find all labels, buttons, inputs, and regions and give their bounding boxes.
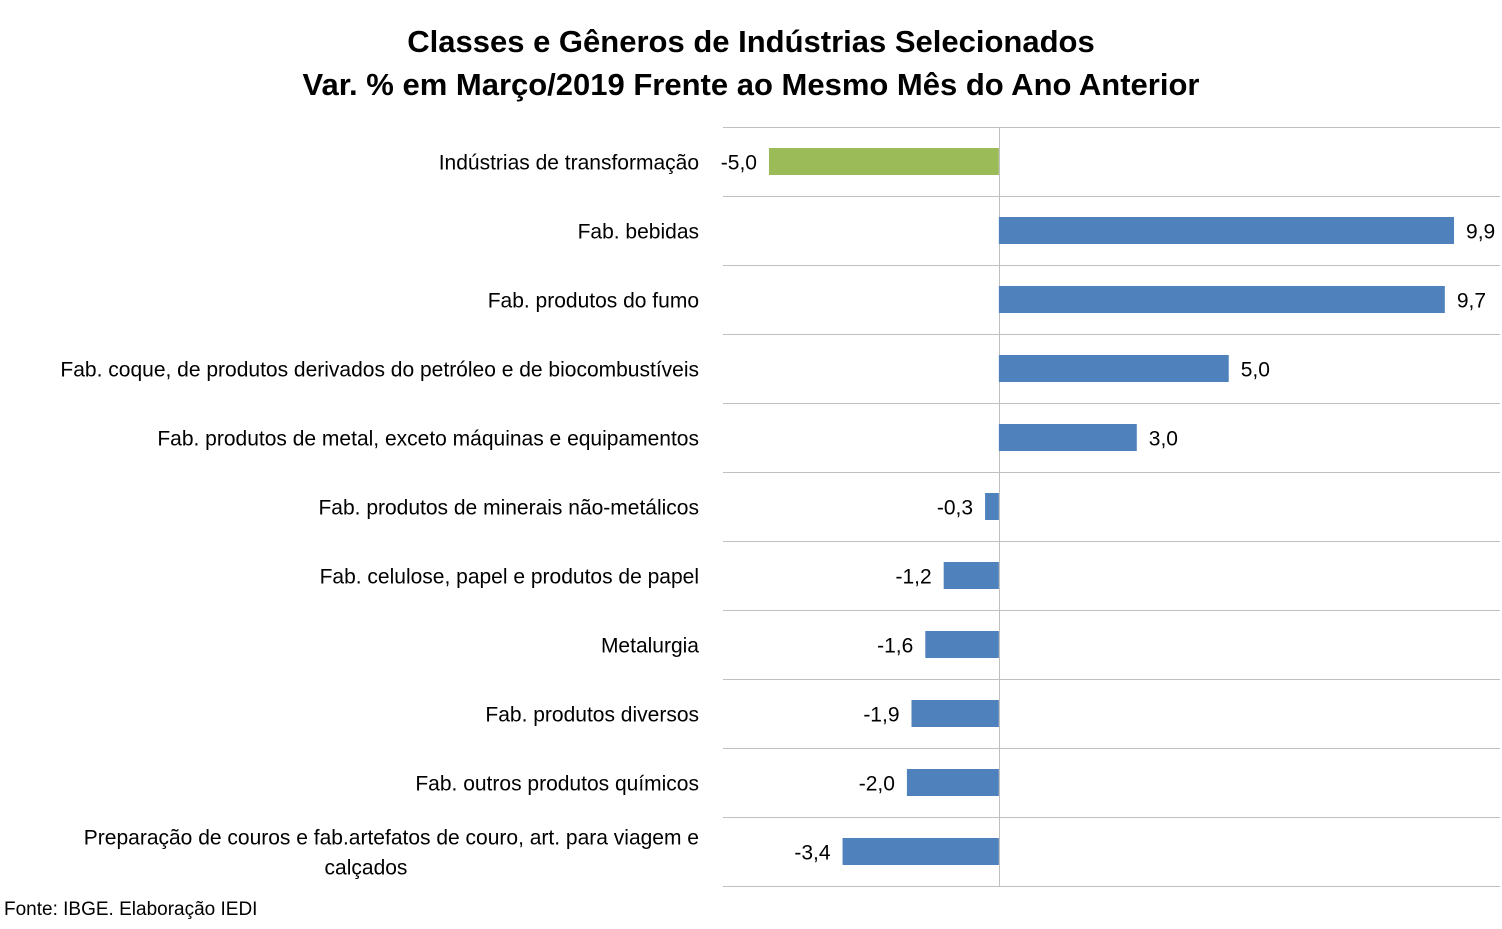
category-label: Fab. bebidas bbox=[578, 221, 699, 244]
bar bbox=[768, 148, 999, 175]
bar bbox=[925, 631, 999, 658]
value-label: 5,0 bbox=[1241, 359, 1270, 382]
bar bbox=[998, 424, 1137, 451]
value-label: 3,0 bbox=[1149, 428, 1178, 451]
category-label: Fab. produtos de metal, exceto máquinas … bbox=[157, 428, 699, 451]
category-label: Fab. celulose, papel e produtos de papel bbox=[320, 566, 699, 589]
category-label: Fab. produtos do fumo bbox=[488, 290, 699, 313]
category-label: calçados bbox=[325, 857, 408, 880]
bar bbox=[842, 838, 999, 865]
chart-title-line-2: Var. % em Março/2019 Frente ao Mesmo Mês… bbox=[302, 67, 1200, 102]
category-label: Fab. outros produtos químicos bbox=[415, 773, 699, 796]
bar bbox=[998, 355, 1229, 382]
category-label: Fab. produtos de minerais não-metálicos bbox=[318, 497, 699, 520]
value-label: -1,2 bbox=[895, 566, 931, 589]
category-label: Indústrias de transformação bbox=[439, 152, 699, 175]
value-label: 9,7 bbox=[1457, 290, 1486, 313]
value-label: -2,0 bbox=[859, 773, 895, 796]
category-label: Fab. coque, de produtos derivados do pet… bbox=[60, 359, 699, 382]
source-note: Fonte: IBGE. Elaboração IEDI bbox=[4, 899, 258, 920]
bar bbox=[985, 493, 999, 520]
chart-title-line-1: Classes e Gêneros de Indústrias Selecion… bbox=[407, 24, 1095, 59]
value-label: -3,4 bbox=[794, 842, 831, 865]
category-label: Preparação de couros e fab.artefatos de … bbox=[84, 827, 699, 850]
bar bbox=[906, 769, 999, 796]
category-label: Metalurgia bbox=[601, 635, 699, 658]
chart-title: Classes e Gêneros de Indústrias Selecion… bbox=[0, 20, 1502, 106]
value-label: -0,3 bbox=[937, 497, 973, 520]
bar bbox=[943, 562, 999, 589]
bar bbox=[998, 286, 1445, 313]
value-label: -1,6 bbox=[877, 635, 913, 658]
bar bbox=[911, 700, 999, 727]
bar bbox=[998, 217, 1455, 244]
value-label: 9,9 bbox=[1466, 221, 1495, 244]
value-label: -5,0 bbox=[721, 152, 757, 175]
category-label: Fab. produtos diversos bbox=[485, 704, 699, 727]
value-label: -1,9 bbox=[863, 704, 899, 727]
